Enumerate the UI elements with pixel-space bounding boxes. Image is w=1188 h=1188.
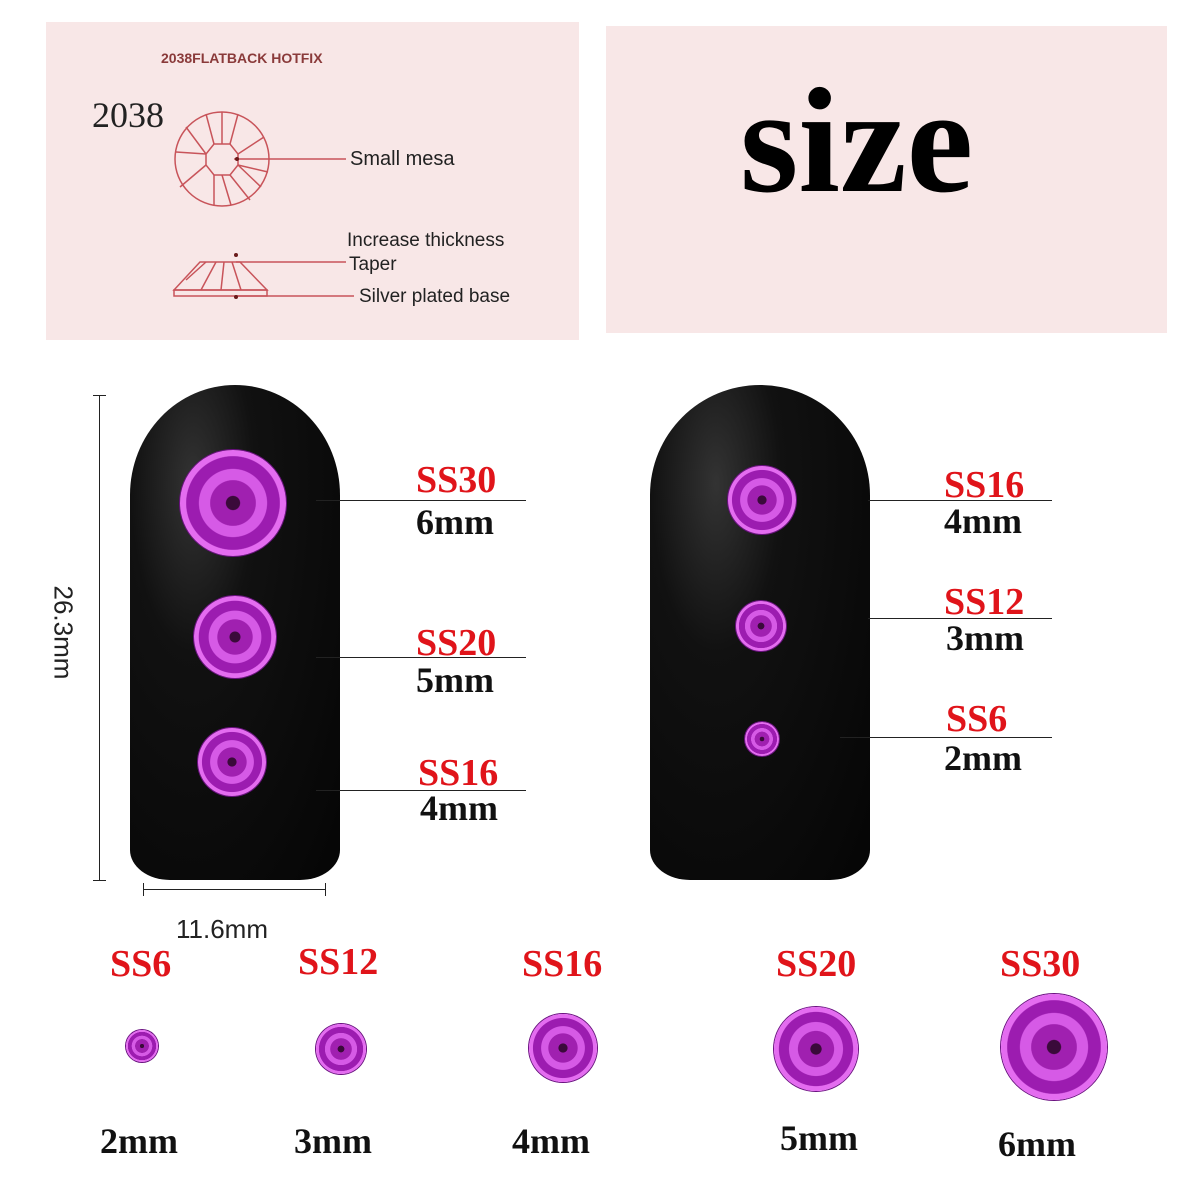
bottom-code-ss30: SS30: [1000, 943, 1081, 985]
width-tick-right: [325, 883, 326, 896]
bottom-code-ss6: SS6: [110, 943, 172, 985]
gem-ss6: [745, 722, 779, 756]
left-size-1: 6mm: [416, 502, 494, 542]
width-tick-left: [143, 883, 144, 896]
right-size-1: 4mm: [944, 501, 1022, 541]
height-dimension-line: [99, 395, 100, 880]
bottom-size-3mm: 3mm: [294, 1121, 372, 1161]
label-increase-thickness: Increase thickness: [347, 230, 505, 251]
bottom-size-2mm: 2mm: [100, 1121, 178, 1161]
right-size-2: 3mm: [946, 618, 1024, 658]
diagram-heading: 2038FLATBACK HOTFIX: [161, 50, 323, 66]
label-taper: Taper: [349, 254, 397, 275]
gem-ss12: [316, 1024, 366, 1074]
leader-line: [868, 618, 1052, 619]
gem-ss20: [194, 596, 276, 678]
bottom-code-ss12: SS12: [298, 941, 379, 983]
height-tick-bottom: [93, 880, 106, 881]
right-code-1: SS16: [944, 464, 1025, 506]
gem-ss16: [728, 466, 796, 534]
bottom-code-ss20: SS20: [776, 943, 857, 985]
left-code-3: SS16: [418, 752, 499, 794]
gem-ss20: [774, 1007, 858, 1091]
leader-line: [316, 657, 526, 658]
label-small-mesa: Small mesa: [350, 148, 455, 170]
flatback-diagram-panel: 2038FLATBACK HOTFIX 2038 S: [46, 22, 579, 340]
gem-ss16: [198, 728, 266, 796]
size-title: size: [740, 58, 974, 224]
bottom-size-6mm: 6mm: [998, 1124, 1076, 1164]
gem-ss6: [126, 1030, 158, 1062]
height-tick-top: [93, 395, 106, 396]
right-size-3: 2mm: [944, 738, 1022, 778]
rhinestone-diagram-icon: [172, 111, 354, 299]
bottom-code-ss16: SS16: [522, 943, 603, 985]
bottom-size-5mm: 5mm: [780, 1118, 858, 1158]
gem-ss30: [180, 450, 286, 556]
leader-line: [316, 500, 526, 501]
right-code-2: SS12: [944, 581, 1025, 623]
gem-ss16: [529, 1014, 597, 1082]
leader-line: [868, 500, 1052, 501]
model-number: 2038: [92, 95, 164, 135]
left-code-2: SS20: [416, 622, 497, 664]
bottom-size-4mm: 4mm: [512, 1121, 590, 1161]
width-dimension-line: [143, 889, 326, 890]
label-silver-plated-base: Silver plated base: [359, 286, 511, 307]
nail-width-label: 11.6mm: [176, 914, 268, 944]
right-code-3: SS6: [946, 698, 1008, 740]
gem-ss12: [736, 601, 786, 651]
leader-line: [840, 737, 1052, 738]
left-size-3: 4mm: [420, 788, 498, 828]
gem-ss30: [1001, 994, 1107, 1100]
left-size-2: 5mm: [416, 660, 494, 700]
nail-height-label: 26.3mm: [48, 585, 79, 680]
size-title-panel: size: [606, 26, 1167, 333]
leader-line: [316, 790, 526, 791]
left-code-1: SS30: [416, 459, 497, 501]
